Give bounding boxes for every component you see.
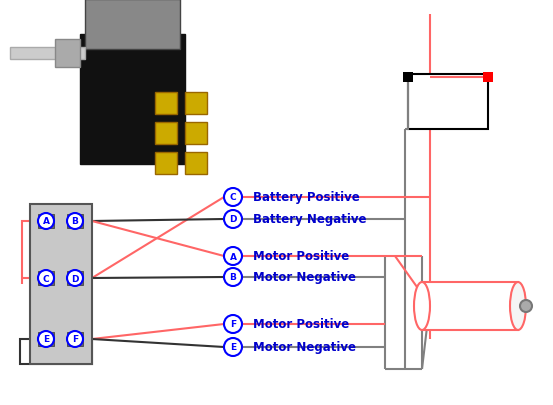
Text: B: B [229,273,237,282]
Bar [483,73,493,83]
Bar [408,75,488,130]
Bar [403,73,413,83]
Text: Battery Positive: Battery Positive [253,191,360,204]
Bar [67,215,83,228]
Circle shape [224,269,242,286]
Bar [185,123,207,145]
Bar [67,332,83,346]
Bar [155,93,177,115]
Text: F: F [230,320,236,329]
Circle shape [38,270,54,286]
Text: D: D [71,274,79,283]
Circle shape [520,300,532,312]
Circle shape [224,211,242,228]
Text: A: A [43,217,50,226]
Circle shape [38,331,54,347]
Circle shape [67,270,83,286]
Bar [67,271,83,285]
Ellipse shape [414,282,430,330]
Circle shape [38,213,54,230]
Circle shape [224,247,242,265]
Text: Motor Negative: Motor Negative [253,271,356,284]
Bar [38,271,54,285]
Circle shape [67,213,83,230]
Text: E: E [230,343,236,352]
Bar [80,35,185,164]
Circle shape [224,315,242,333]
Circle shape [67,331,83,347]
Text: Battery Negative: Battery Negative [253,213,367,226]
Text: Motor Positive: Motor Positive [253,250,349,263]
Bar [185,93,207,115]
Text: Motor Positive: Motor Positive [253,318,349,331]
Bar [38,332,54,346]
Bar [155,123,177,145]
Bar [38,215,54,228]
Bar [55,40,80,68]
Bar [185,153,207,175]
Text: C: C [229,193,236,202]
Ellipse shape [510,282,526,330]
Text: B: B [71,217,79,226]
Bar [422,282,518,330]
Circle shape [224,338,242,356]
Bar [5,5,220,185]
Text: E: E [43,335,49,344]
Text: A: A [229,252,237,261]
Bar [30,205,92,364]
Circle shape [224,189,242,207]
Bar [155,153,177,175]
Text: F: F [72,335,78,344]
Text: C: C [43,274,49,283]
Bar [85,0,180,50]
Text: Motor Negative: Motor Negative [253,341,356,354]
Bar [10,48,85,60]
Text: D: D [229,215,237,224]
